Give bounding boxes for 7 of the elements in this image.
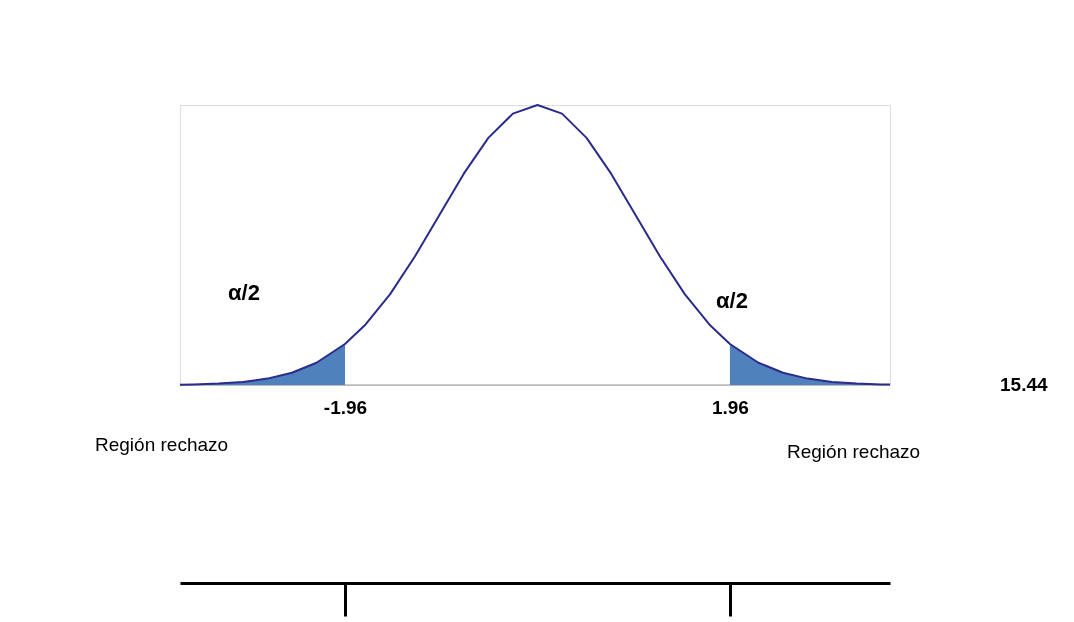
text: Región rechazo	[95, 434, 229, 455]
annotation: α/2	[716, 288, 748, 313]
text: 15.44	[1000, 374, 1048, 395]
x-tick-label: 1.96	[711, 396, 749, 418]
text: Región rechazo	[787, 441, 921, 462]
x-tick-label: -1.96	[323, 396, 368, 418]
annotation: α/2	[228, 280, 260, 305]
